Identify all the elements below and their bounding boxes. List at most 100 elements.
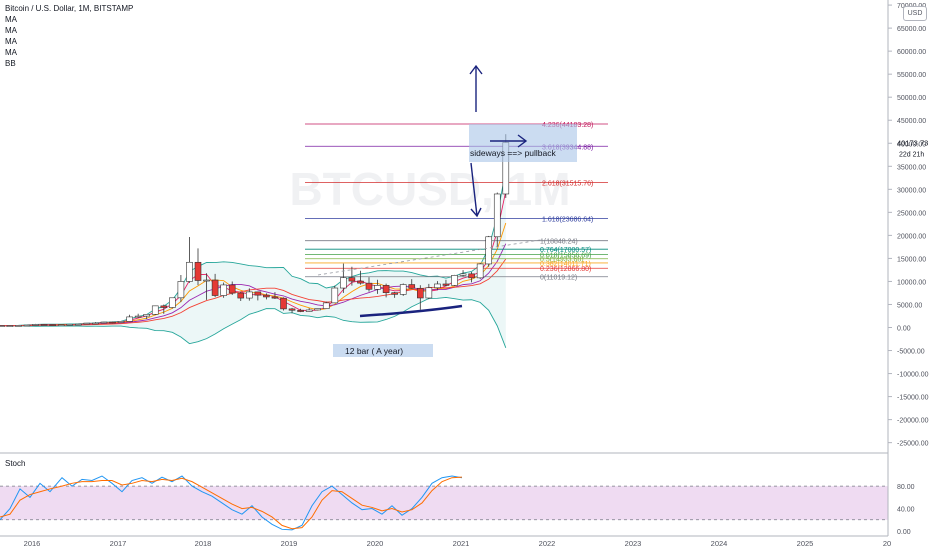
candle: [203, 273, 210, 300]
candle-body: [194, 261, 202, 281]
candle-body: [75, 323, 82, 326]
bollinger-fill: [0, 170, 506, 348]
down-arrow-icon[interactable]: [470, 162, 482, 218]
candle-body: [57, 324, 65, 326]
indicator-ma-2[interactable]: MA: [5, 26, 17, 35]
candle-body: [169, 297, 176, 308]
candle: [228, 281, 236, 295]
fib-level-label: 1(18848.24): [540, 239, 578, 246]
price-tick-label: -20000.00: [897, 418, 929, 425]
candle-body: [23, 324, 31, 327]
price-tick-label: 35000.00: [897, 164, 926, 171]
indicator-bb[interactable]: BB: [5, 59, 16, 68]
candle-body: [468, 273, 475, 279]
candle: [143, 314, 150, 320]
candlestick-series: [0, 134, 510, 327]
candle: [374, 279, 381, 294]
currency-badge[interactable]: USD: [903, 6, 927, 21]
price-tick-label: -25000.00: [897, 441, 929, 448]
price-tick-label: 15000.00: [897, 256, 926, 263]
price-tick-label: 10000.00: [897, 279, 926, 286]
stoch-d-line: [0, 476, 463, 530]
time-tick-label: 2019: [281, 539, 298, 548]
candle-body: [143, 314, 150, 317]
price-tick-label: 55000.00: [897, 72, 926, 79]
candle: [160, 304, 168, 314]
price-tick-label: 40000.00: [897, 141, 926, 148]
price-tick-label: 50000.00: [897, 95, 926, 102]
candle-body: [305, 309, 313, 312]
candle-body: [340, 277, 347, 289]
time-axis[interactable]: 2016 2017 2018 2019 2020 2021 2022 2023 2024 2025…: [0, 535, 891, 548]
candle-body: [15, 325, 22, 327]
stoch-tick-label: 40.00: [897, 507, 915, 514]
fib-level-label: 0.618(15856.69): [540, 252, 591, 259]
trend-curve-line[interactable]: [359, 304, 463, 318]
candle: [186, 236, 193, 283]
time-tick-label: 2021: [453, 539, 470, 548]
candle: [83, 322, 91, 325]
candle-body: [254, 291, 262, 296]
dashed-trend-line[interactable]: [317, 239, 541, 276]
symbol-title[interactable]: Bitcoin / U.S. Dollar, 1M, BITSTAMP: [5, 4, 134, 13]
candle: [220, 282, 227, 298]
candle-body: [134, 315, 142, 318]
candle-body: [348, 277, 356, 282]
candle-body: [66, 323, 74, 326]
candle: [297, 308, 304, 313]
candle-body: [263, 294, 270, 298]
candle-body: [391, 292, 398, 295]
candle: [468, 271, 475, 283]
candle-body: [297, 309, 304, 312]
candle-body: [408, 284, 416, 289]
indicator-ma-1[interactable]: MA: [5, 15, 17, 24]
candle: [459, 270, 467, 277]
candle-body: [288, 308, 296, 311]
candle: [151, 305, 159, 316]
fib-level-label: 2.618(31515.76): [542, 180, 593, 187]
drawing-annotations[interactable]: sideways ==> pullback 12 bar ( A year): [317, 64, 577, 357]
candle: [49, 324, 56, 326]
stochastic-oscillator: [0, 475, 888, 531]
candle: [340, 263, 347, 293]
candle: [194, 248, 202, 286]
candle: [331, 285, 339, 304]
stoch-label[interactable]: Stoch: [5, 459, 26, 468]
time-tick-label: 2016: [24, 539, 41, 548]
candle-body: [425, 287, 433, 299]
sideways-zone-text: sideways ==> pullback: [470, 148, 557, 158]
candle-body: [374, 285, 381, 290]
right-arrow-icon[interactable]: [490, 134, 528, 148]
candle-body: [476, 263, 484, 279]
candle-body: [203, 279, 210, 282]
candle: [476, 263, 484, 279]
up-arrow-icon[interactable]: [469, 64, 483, 112]
candle-body: [6, 325, 14, 327]
fib-level-label: 0(11019.12): [540, 275, 577, 282]
candle: [134, 313, 142, 318]
candle: [246, 288, 253, 301]
candle-body: [246, 291, 253, 299]
candle-body: [237, 292, 245, 299]
candle-body: [271, 296, 279, 299]
candle-body: [382, 285, 390, 293]
time-tick-label: 2020: [367, 539, 384, 548]
candle: [169, 297, 176, 309]
candle: [75, 323, 82, 326]
stoch-tick-label: 80.00: [897, 484, 915, 491]
indicator-ma-3[interactable]: MA: [5, 37, 17, 46]
candle: [408, 279, 416, 289]
candle: [451, 274, 458, 287]
candle-body: [49, 324, 56, 326]
candle-body: [485, 236, 493, 265]
price-axis[interactable]: 70000.0065000.0060000.0055000.0050000.00…: [887, 0, 929, 536]
indicator-ma-4[interactable]: MA: [5, 48, 17, 57]
candle: [6, 325, 14, 327]
candle: [32, 323, 39, 326]
year-count-box[interactable]: [333, 344, 433, 357]
bar-countdown-label: 22d 21h: [899, 151, 924, 158]
fib-level-label: 1.618(23686.64): [542, 216, 593, 223]
candle: [382, 283, 390, 298]
candle-body: [331, 287, 339, 304]
